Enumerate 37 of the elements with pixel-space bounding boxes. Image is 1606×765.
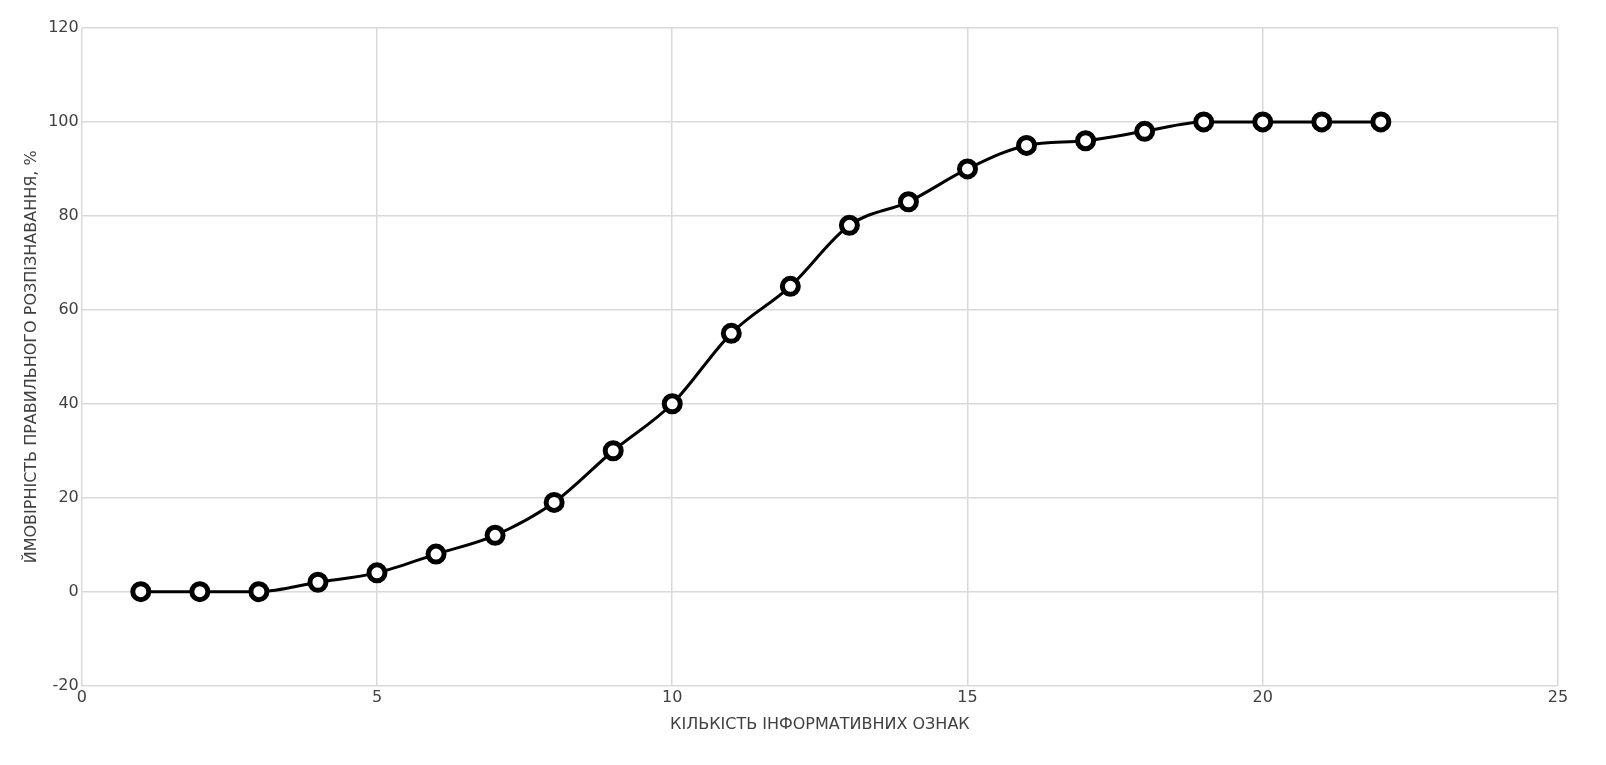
point <box>661 393 683 415</box>
y-tick-label: 60 <box>58 298 79 318</box>
point <box>1252 111 1274 133</box>
point <box>543 491 565 513</box>
y-tick-label: 20 <box>58 486 79 506</box>
y-tick-label: -20 <box>52 674 79 694</box>
point <box>248 581 270 603</box>
point <box>1193 111 1215 133</box>
point <box>366 562 388 584</box>
point <box>1370 111 1392 133</box>
point <box>720 322 742 344</box>
point <box>1016 134 1038 156</box>
point <box>425 543 447 565</box>
point <box>130 581 152 603</box>
x-axis-title: КІЛЬКІСТЬ ІНФОРМАТИВНИХ ОЗНАК <box>670 713 971 733</box>
point <box>307 571 329 593</box>
y-tick-label: 40 <box>58 392 79 412</box>
x-tick-label: 5 <box>371 687 383 707</box>
point <box>189 581 211 603</box>
point <box>779 275 801 297</box>
point <box>1134 120 1156 142</box>
point <box>838 214 860 236</box>
y-tick-label: 80 <box>58 205 79 225</box>
x-tick-label: 25 <box>1547 687 1569 707</box>
point <box>1075 130 1097 152</box>
point <box>602 440 624 462</box>
y-axis-title: ЙМОВІРНІСТЬ ПРАВИЛЬНОГО РОЗПІЗНАВАННЯ, % <box>20 150 40 564</box>
y-tick-label: 100 <box>48 111 79 131</box>
x-tick-label: 20 <box>1252 687 1273 707</box>
y-tick-label: 120 <box>48 17 79 37</box>
point <box>484 524 506 546</box>
point <box>1311 111 1333 133</box>
y-tick-label: 0 <box>68 580 79 600</box>
point <box>957 158 978 180</box>
x-tick-label: 15 <box>957 687 978 707</box>
point <box>897 191 919 213</box>
x-tick-label: 10 <box>662 687 683 707</box>
